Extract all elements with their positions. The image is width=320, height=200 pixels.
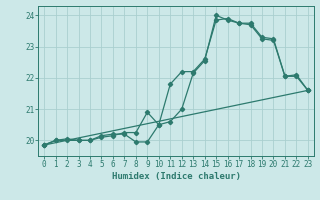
X-axis label: Humidex (Indice chaleur): Humidex (Indice chaleur) [111, 172, 241, 181]
